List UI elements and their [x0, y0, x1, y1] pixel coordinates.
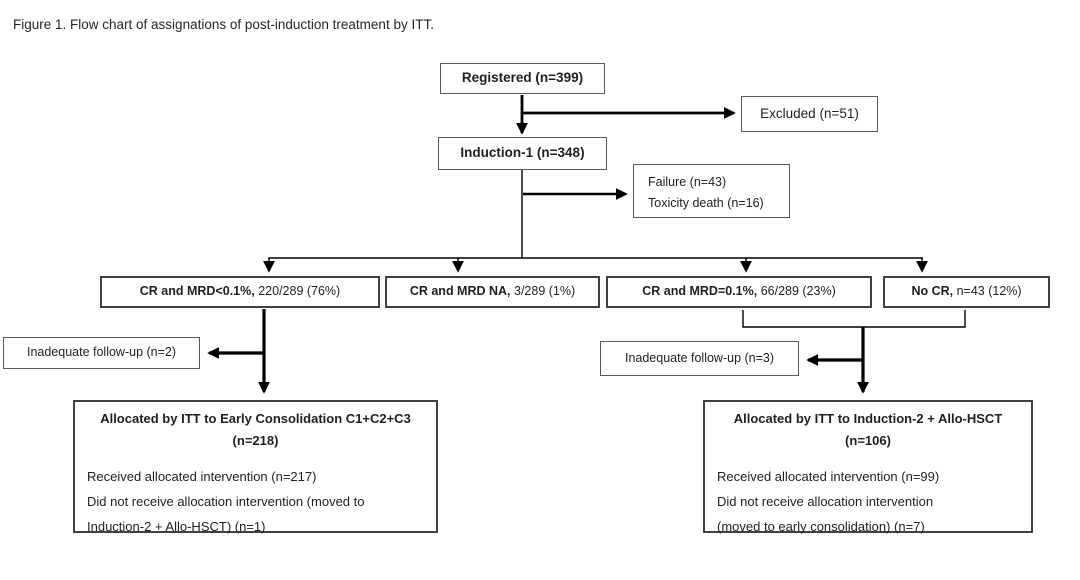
node-failure-toxicity: Failure (n=43) Toxicity death (n=16) — [633, 164, 790, 218]
alloc-right-title: Allocated by ITT to Induction-2 + Allo-H… — [733, 411, 1003, 448]
node-registered: Registered (n=399) — [440, 63, 605, 94]
node-cr-mrd-low: CR and MRD<0.1%, 220/289 (76%) — [100, 276, 380, 308]
node-allocated-early-consolidation: Allocated by ITT to Early Consolidation … — [73, 400, 438, 534]
node-induction1: Induction-1 (n=348) — [438, 137, 607, 170]
node-inadequate-followup-right: Inadequate follow-up (n=3) — [600, 341, 799, 376]
node-cr-mrd-high: CR and MRD=0.1%, 66/289 (23%) — [606, 276, 872, 308]
alloc-right-body: Received allocated intervention (n=99) D… — [717, 469, 940, 534]
failure-line: Failure (n=43) — [648, 175, 727, 189]
alloc-left-body: Received allocated intervention (n=217) … — [87, 469, 365, 534]
node-cr-mrd-na: CR and MRD NA, 3/289 (1%) — [385, 276, 600, 308]
node-excluded: Excluded (n=51) — [741, 96, 878, 132]
toxicity-death-line: Toxicity death (n=16) — [648, 196, 764, 210]
figure-caption: Figure 1. Flow chart of assignations of … — [13, 17, 434, 32]
node-allocated-induction2-allo-hsct: Allocated by ITT to Induction-2 + Allo-H… — [703, 400, 1033, 534]
node-inadequate-followup-left: Inadequate follow-up (n=2) — [3, 337, 200, 369]
alloc-left-title: Allocated by ITT to Early Consolidation … — [100, 411, 411, 448]
node-no-cr: No CR, n=43 (12%) — [883, 276, 1050, 308]
